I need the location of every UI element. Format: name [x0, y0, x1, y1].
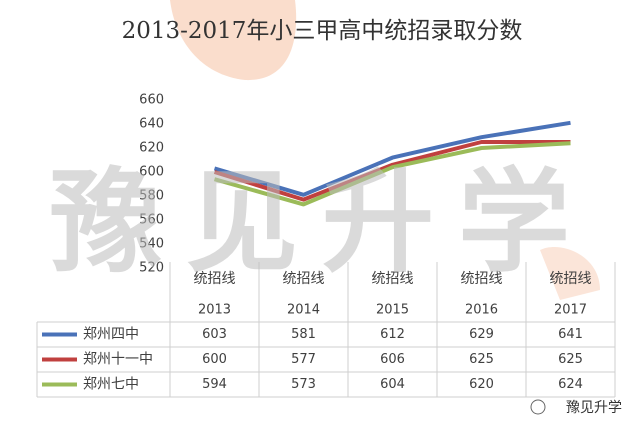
x-tick-label: 统招线 [283, 271, 325, 287]
footer-icon [530, 399, 546, 415]
table-cell: 624 [558, 377, 583, 392]
x-tick-label: 2014 [287, 303, 320, 318]
plot: 520 540 560 580 600 620 640 660 统招线 2013 统招线 2014 统招… [36, 93, 616, 398]
table-cell: 606 [380, 352, 405, 367]
y-tick-label: 540 [139, 237, 164, 252]
x-tick-label: 2013 [198, 303, 231, 318]
chart-title: 2013-2017年小三甲高中统招录取分数 [122, 18, 523, 44]
y-tick-label: 580 [139, 189, 164, 204]
decor-blob [540, 246, 600, 300]
y-tick-label: 520 [139, 261, 164, 276]
table-cell: 641 [558, 327, 583, 342]
y-tick-label: 620 [139, 141, 164, 156]
table-cell: 594 [202, 377, 227, 392]
table-cell: 625 [469, 352, 494, 367]
table-cell: 581 [291, 327, 316, 342]
table-cell: 612 [380, 327, 405, 342]
y-tick-label: 560 [139, 213, 164, 228]
table-cell: 600 [202, 352, 227, 367]
x-tick-label: 统招线 [372, 271, 414, 287]
line [213, 141, 571, 207]
legend-label: 郑州四中 [83, 327, 139, 343]
x-tick-label: 统招线 [461, 271, 503, 287]
x-tick-label: 2016 [465, 303, 498, 318]
footer: 豫见升学 [566, 400, 622, 416]
x-tick-label: 统招线 [550, 271, 592, 287]
x-tick-label: 2017 [554, 303, 587, 318]
legend-label: 郑州七中 [83, 377, 139, 393]
table-cell: 604 [380, 377, 405, 392]
watermark: 豫见升学 [50, 158, 594, 288]
y-tick-label: 640 [139, 117, 164, 132]
legend-label: 郑州十一中 [83, 352, 153, 368]
table-cell: 603 [202, 327, 227, 342]
table-cell: 625 [558, 352, 583, 367]
table-cell: 620 [469, 377, 494, 392]
decor-blob [170, 0, 297, 81]
line [213, 140, 571, 202]
x-tick-label: 统招线 [194, 271, 236, 287]
table-cell: 577 [291, 352, 316, 367]
line [213, 120, 571, 197]
table-cell: 629 [469, 327, 494, 342]
x-tick-label: 2015 [376, 303, 409, 318]
y-tick-label: 600 [139, 165, 164, 180]
table-cell: 573 [291, 377, 316, 392]
y-tick-label: 660 [139, 93, 164, 108]
